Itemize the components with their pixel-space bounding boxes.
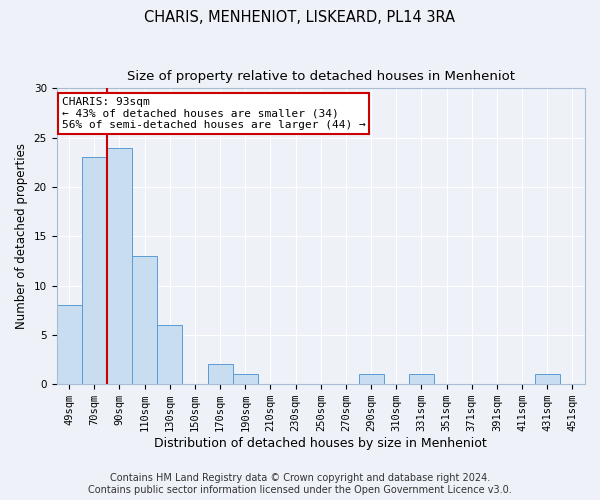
- Text: CHARIS: 93sqm
← 43% of detached houses are smaller (34)
56% of semi-detached hou: CHARIS: 93sqm ← 43% of detached houses a…: [62, 97, 365, 130]
- Text: CHARIS, MENHENIOT, LISKEARD, PL14 3RA: CHARIS, MENHENIOT, LISKEARD, PL14 3RA: [145, 10, 455, 25]
- Bar: [107, 148, 132, 384]
- Bar: [208, 364, 233, 384]
- Bar: [359, 374, 383, 384]
- Bar: [157, 325, 182, 384]
- Bar: [409, 374, 434, 384]
- Title: Size of property relative to detached houses in Menheniot: Size of property relative to detached ho…: [127, 70, 515, 83]
- X-axis label: Distribution of detached houses by size in Menheniot: Distribution of detached houses by size …: [154, 437, 487, 450]
- Text: Contains HM Land Registry data © Crown copyright and database right 2024.
Contai: Contains HM Land Registry data © Crown c…: [88, 474, 512, 495]
- Bar: [82, 158, 107, 384]
- Bar: [233, 374, 258, 384]
- Y-axis label: Number of detached properties: Number of detached properties: [15, 144, 28, 330]
- Bar: [132, 256, 157, 384]
- Bar: [56, 306, 82, 384]
- Bar: [535, 374, 560, 384]
